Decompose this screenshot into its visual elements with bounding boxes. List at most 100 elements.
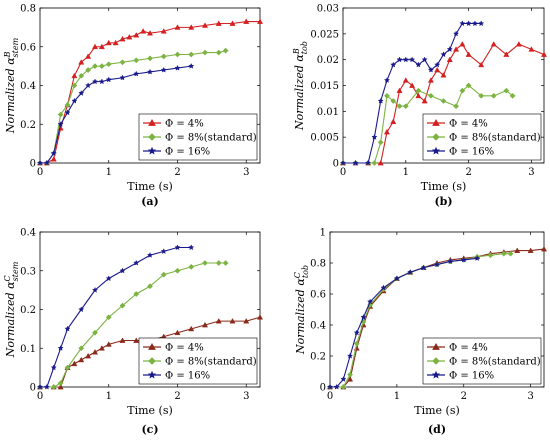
data-point — [105, 61, 112, 68]
y-tick-label: 0.005 — [310, 133, 339, 144]
data-point — [105, 39, 112, 46]
data-point — [396, 87, 403, 93]
data-point — [383, 77, 391, 83]
chart-panel-c: 0 1 2 3 0 0.1 0.2 0.3 0.4 Time (s) Normalized αCst… — [3, 228, 264, 436]
data-point — [222, 260, 229, 266]
data-point — [353, 329, 360, 336]
data-point — [503, 87, 510, 94]
legend-entry: Φ = 4% — [165, 119, 204, 130]
legend-marker — [432, 342, 440, 350]
x-tick-label: 1 — [394, 391, 400, 402]
data-point — [133, 259, 140, 266]
y-tick-label: 0.6 — [20, 42, 36, 53]
data-point — [201, 22, 209, 28]
data-point — [202, 260, 208, 266]
data-point — [446, 56, 453, 62]
y-tick-label: 0.02 — [317, 55, 339, 66]
data-point — [243, 18, 250, 24]
legend-entry: Φ = 16% — [165, 147, 210, 158]
data-point — [57, 344, 64, 351]
x-tick-label: 0 — [37, 391, 43, 402]
y-tick-label: 0.8 — [310, 259, 326, 270]
data-point — [50, 384, 57, 390]
data-point — [478, 20, 485, 27]
x-tick-label: 2 — [174, 391, 180, 402]
data-point — [105, 275, 112, 282]
data-point — [140, 28, 147, 34]
legend-marker — [147, 146, 157, 155]
legend-entry: Φ = 16% — [449, 147, 494, 158]
data-point — [133, 57, 140, 64]
data-point — [98, 78, 105, 85]
panel-label: (b) — [434, 195, 452, 208]
data-point — [340, 375, 347, 382]
data-point — [427, 92, 434, 99]
y-tick-label: 0.2 — [20, 120, 36, 131]
data-point — [133, 32, 140, 38]
chart-panel-b: 0 1 2 3 0 0.005 0.01 0.015 0.02 0.025 0.03 Time (s)… — [292, 4, 548, 208]
y-tick-label: 0.03 — [317, 4, 339, 15]
data-point — [478, 61, 485, 68]
data-point — [174, 329, 181, 336]
series-3 — [339, 20, 485, 166]
y-tick-label: 0.025 — [310, 29, 339, 40]
data-point — [112, 39, 119, 46]
panel-label: (d) — [428, 423, 446, 436]
data-point — [371, 160, 378, 166]
x-tick-label: 0 — [37, 167, 43, 178]
data-point — [174, 267, 181, 274]
legend-marker — [148, 133, 156, 141]
y-tick-label: 0.015 — [310, 81, 339, 92]
data-point — [36, 159, 44, 166]
data-point — [146, 30, 154, 36]
data-point — [64, 109, 71, 116]
data-point — [347, 371, 354, 378]
data-point — [78, 59, 85, 65]
series-3 — [36, 244, 195, 390]
data-point — [126, 33, 133, 40]
legend-entry: Φ = 8%(standard) — [165, 357, 257, 368]
data-point — [222, 47, 229, 54]
data-point — [188, 51, 195, 58]
data-point — [509, 92, 516, 99]
y-tick-label: 0.4 — [310, 321, 326, 332]
panel-label: (a) — [141, 195, 159, 208]
data-point — [339, 159, 347, 166]
data-point — [91, 286, 99, 293]
data-point — [57, 111, 64, 118]
data-point — [402, 56, 409, 63]
data-point — [188, 244, 195, 251]
data-point — [92, 63, 98, 70]
y-tick-label: 0.4 — [20, 228, 36, 239]
data-point — [447, 258, 454, 265]
x-axis-label: Time (s) — [127, 404, 173, 417]
y-tick-label: 0.01 — [317, 107, 339, 118]
data-point — [215, 20, 222, 26]
data-point — [527, 247, 534, 253]
legend-entry: Φ = 16% — [165, 371, 210, 382]
data-point — [452, 30, 460, 37]
panel-label: (c) — [141, 423, 158, 436]
data-point — [515, 41, 522, 47]
data-point — [50, 150, 57, 156]
data-point — [460, 256, 467, 263]
legend-entry: Φ = 4% — [449, 119, 488, 130]
data-point — [147, 55, 153, 62]
legend-marker — [148, 357, 156, 365]
data-point — [78, 90, 85, 96]
data-point — [119, 35, 126, 42]
data-point — [474, 255, 481, 261]
data-point — [146, 68, 154, 75]
data-point — [540, 245, 548, 252]
y-tick-label: 0.2 — [310, 352, 326, 363]
data-point — [215, 49, 222, 56]
data-point — [57, 383, 64, 390]
data-point — [390, 61, 397, 68]
legend-marker — [147, 370, 157, 379]
data-point — [465, 82, 472, 89]
data-point — [119, 59, 126, 66]
x-axis-label: Time (s) — [421, 180, 467, 193]
data-point — [91, 43, 99, 50]
data-point — [174, 24, 181, 30]
data-point — [459, 41, 466, 47]
